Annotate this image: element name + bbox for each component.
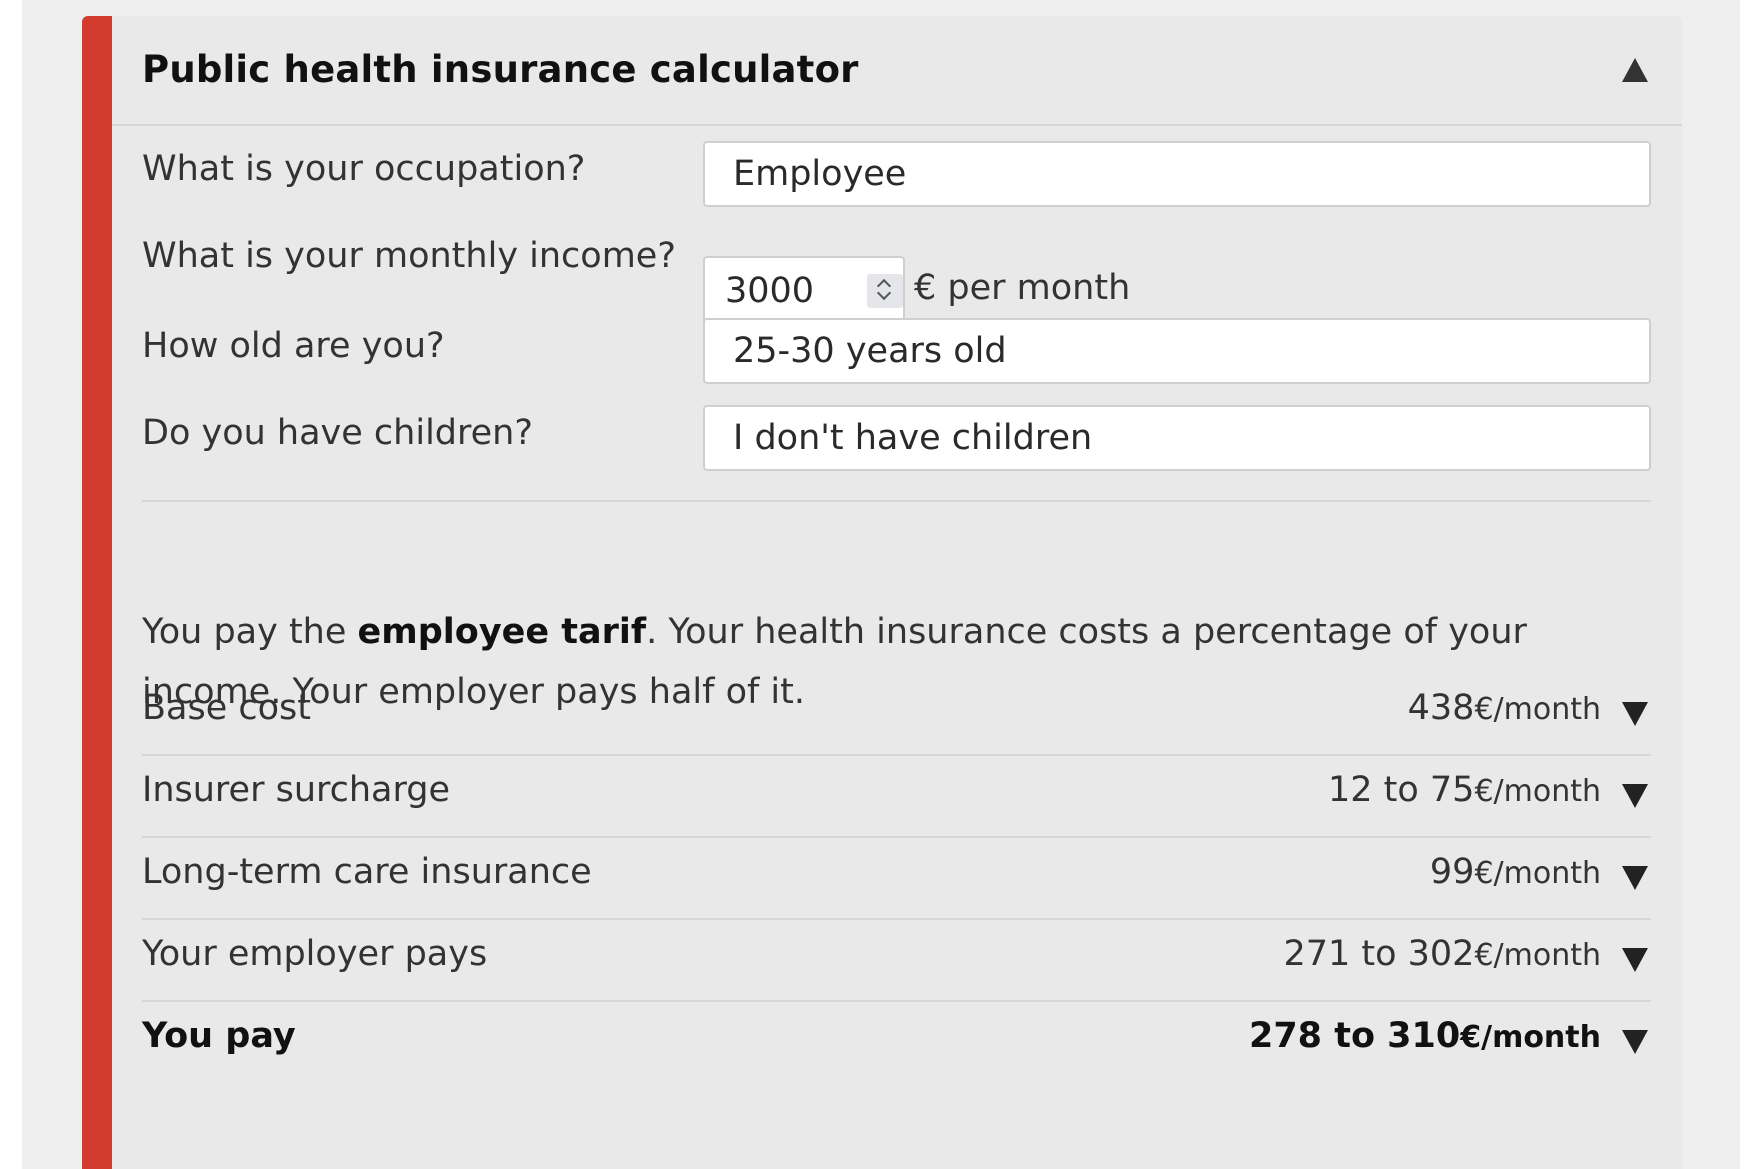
cost-amount: 12 to 75: [1327, 770, 1475, 810]
cost-value: 271 to 302€/month: [1283, 934, 1601, 974]
income-value: 3000: [725, 271, 815, 311]
triangle-down-icon[interactable]: [1621, 866, 1649, 890]
triangle-down-icon[interactable]: [1621, 948, 1649, 972]
triangle-down-icon[interactable]: [1621, 702, 1649, 726]
cost-label: Insurer surcharge: [142, 770, 451, 810]
cost-value: 12 to 75€/month: [1328, 770, 1601, 810]
age-label: How old are you?: [142, 326, 445, 366]
cost-value: 438€/month: [1408, 688, 1601, 728]
children-label: Do you have children?: [142, 413, 533, 453]
income-stepper[interactable]: [867, 274, 903, 308]
cost-row-you-pay[interactable]: You pay 278 to 310€/month: [142, 1002, 1651, 1084]
income-input[interactable]: 3000: [703, 256, 905, 326]
cost-row-long-term-care[interactable]: Long-term care insurance 99€/month: [142, 838, 1651, 920]
cost-unit: €/month: [1474, 856, 1601, 891]
cost-amount: 271 to 302: [1283, 934, 1475, 974]
triangle-down-icon[interactable]: [1621, 1030, 1649, 1054]
cost-label: You pay: [142, 1016, 296, 1056]
cost-row-employer-pays[interactable]: Your employer pays 271 to 302€/month: [142, 920, 1651, 1002]
cost-unit: €/month: [1474, 938, 1601, 973]
cost-unit: €/month: [1474, 692, 1601, 727]
explanation-suffix: . Your health insurance costs a percenta…: [142, 612, 1527, 712]
cost-row-insurer-surcharge[interactable]: Insurer surcharge 12 to 75€/month: [142, 756, 1651, 838]
cost-label: Base cost: [142, 688, 311, 728]
cost-amount: 278 to 310: [1248, 1016, 1461, 1056]
tarif-explanation: You pay the employee tarif. Your health …: [142, 602, 1651, 722]
triangle-up-icon[interactable]: [1618, 56, 1652, 86]
children-select[interactable]: I don't have children: [703, 405, 1651, 471]
tarif-name: employee tarif: [357, 612, 647, 652]
cost-amount: 99: [1429, 852, 1475, 892]
cost-label: Your employer pays: [142, 934, 488, 974]
calculator-header[interactable]: Public health insurance calculator: [112, 16, 1682, 126]
calculator-title: Public health insurance calculator: [142, 48, 859, 91]
occupation-select[interactable]: Employee: [703, 141, 1651, 207]
cost-amount: 438: [1407, 688, 1475, 728]
triangle-down-icon[interactable]: [1621, 784, 1649, 808]
cost-unit: €/month: [1474, 774, 1601, 809]
cost-row-base-cost[interactable]: Base cost 438€/month: [142, 674, 1651, 756]
explanation-prefix: You pay the: [142, 612, 358, 652]
cost-value: 278 to 310€/month: [1249, 1016, 1601, 1056]
income-label: What is your monthly income?: [142, 236, 676, 276]
income-unit-label: € per month: [914, 268, 1131, 308]
calculator-panel: Public health insurance calculator What …: [82, 16, 1682, 1169]
age-select[interactable]: 25-30 years old: [703, 318, 1651, 384]
section-divider: [142, 500, 1651, 502]
accent-bar: [82, 16, 112, 1169]
cost-unit: €/month: [1460, 1020, 1601, 1055]
cost-value: 99€/month: [1430, 852, 1601, 892]
occupation-label: What is your occupation?: [142, 149, 586, 189]
cost-label: Long-term care insurance: [142, 852, 592, 892]
